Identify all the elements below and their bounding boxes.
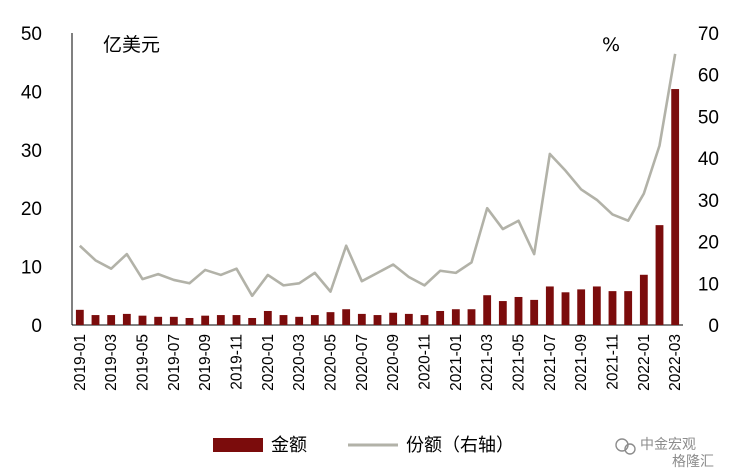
axes — [71, 33, 683, 326]
y-right-tick-label: 0 — [708, 316, 719, 337]
x-tick-label: 2022-01 — [636, 334, 653, 391]
bar — [592, 286, 601, 325]
bar — [389, 312, 398, 325]
bar — [216, 315, 225, 325]
bar — [420, 315, 429, 325]
bar — [169, 316, 178, 325]
bar — [248, 317, 257, 325]
y-right-tick-label: 40 — [698, 149, 719, 170]
x-tick-label: 2020-11 — [417, 334, 434, 390]
bar — [451, 309, 460, 325]
x-tick-label: 2019-11 — [229, 334, 246, 390]
bar — [185, 317, 194, 325]
bar — [75, 309, 84, 325]
bar — [122, 313, 131, 325]
bar — [514, 296, 523, 325]
bar — [483, 295, 492, 325]
bar — [201, 315, 210, 325]
x-tick-label: 2019-07 — [166, 334, 183, 391]
line-series — [78, 53, 677, 298]
x-tick-label: 2019-05 — [135, 334, 152, 391]
y-left-tick-label: 40 — [21, 82, 42, 103]
legend-swatch-bar — [213, 438, 263, 452]
bar — [561, 292, 570, 325]
y-left-tick-label: 10 — [21, 258, 42, 279]
bar — [154, 316, 163, 325]
bar — [279, 315, 288, 325]
bar — [138, 315, 147, 325]
bar — [655, 225, 664, 325]
bar — [107, 315, 116, 325]
y-left-tick-label: 30 — [21, 141, 42, 162]
legend: 金额 份额（右轴） — [213, 435, 514, 456]
x-tick-label: 2019-03 — [103, 334, 120, 391]
watermark: 中金宏观 格隆汇 — [615, 437, 714, 470]
bar — [232, 315, 241, 325]
watermark-text: 中金宏观 — [640, 437, 696, 453]
y-right-tick-label: 70 — [698, 24, 719, 45]
bar — [404, 313, 413, 325]
wechat-icon-bubble — [624, 443, 636, 455]
x-tick-label: 2020-01 — [260, 334, 277, 391]
bar — [639, 274, 648, 325]
bar — [577, 289, 586, 325]
x-tick-label: 2021-11 — [605, 334, 622, 390]
x-tick-label: 2020-03 — [291, 334, 308, 391]
x-tick-label: 2020-05 — [323, 334, 340, 391]
bar — [357, 313, 366, 325]
bar — [498, 301, 507, 325]
bar — [263, 310, 272, 325]
bar-series — [75, 89, 680, 325]
x-tick-label: 2020-09 — [385, 334, 402, 391]
y-right-tick-label: 50 — [698, 107, 719, 128]
bar — [624, 291, 633, 325]
x-tick-label: 2019-01 — [72, 334, 89, 391]
x-tick-label: 2021-09 — [573, 334, 590, 391]
bar — [545, 286, 554, 325]
right-axis-unit: % — [602, 34, 620, 56]
bar — [295, 316, 304, 325]
x-tick-label: 2021-07 — [542, 334, 559, 391]
x-tick-label: 2021-01 — [448, 334, 465, 391]
bar — [310, 315, 319, 325]
bar — [467, 309, 476, 325]
legend-label-bar: 金额 — [271, 435, 307, 456]
y-left-tick-label: 50 — [21, 24, 42, 45]
y-right-tick-label: 60 — [698, 66, 719, 87]
legend-label-line: 份额（右轴） — [406, 435, 514, 456]
y-right-tick-label: 10 — [698, 274, 719, 295]
x-tick-label: 2020-07 — [354, 334, 371, 391]
bar — [436, 310, 445, 325]
bar — [530, 299, 539, 325]
y-left-tick-label: 0 — [31, 316, 42, 337]
x-tick-label: 2021-05 — [511, 334, 528, 391]
bar — [91, 315, 100, 325]
bar — [373, 315, 382, 325]
tick-labels: 0 10 20 30 40 50 0 10 20 30 40 50 60 70 2019-01 2019-03… — [21, 24, 719, 391]
share-line — [78, 53, 677, 298]
y-right-tick-label: 20 — [698, 233, 719, 254]
y-left-tick-label: 20 — [21, 199, 42, 220]
y-right-tick-label: 30 — [698, 191, 719, 212]
bar — [671, 89, 680, 325]
bar — [608, 291, 617, 325]
x-tick-label: 2021-03 — [479, 334, 496, 391]
watermark-sub: 格隆汇 — [672, 454, 714, 470]
x-tick-label: 2019-09 — [197, 334, 214, 391]
left-axis-unit: 亿美元 — [103, 34, 160, 56]
bar — [326, 312, 335, 325]
x-tick-label: 2022-03 — [667, 334, 684, 391]
bar — [342, 309, 351, 325]
